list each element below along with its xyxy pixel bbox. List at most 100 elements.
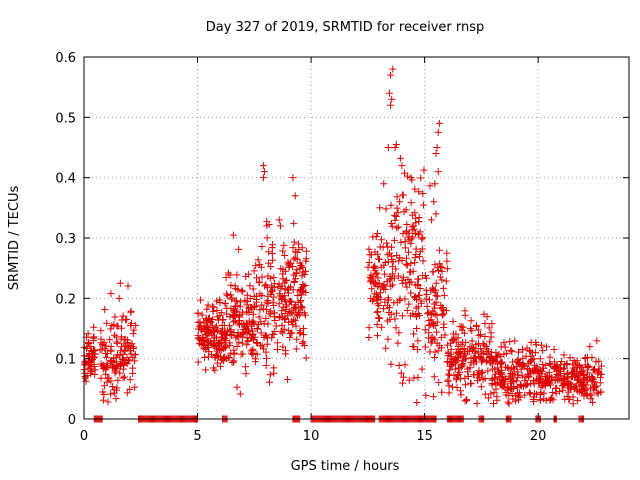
- data-point: [576, 363, 584, 371]
- data-point: [432, 298, 440, 306]
- data-point: [505, 365, 513, 373]
- data-point: [242, 319, 250, 327]
- data-point: [280, 296, 288, 304]
- data-point: [388, 243, 396, 251]
- data-point: [296, 288, 304, 296]
- x-tick-label: 10: [303, 429, 320, 444]
- data-point: [505, 400, 513, 408]
- data-point: [429, 333, 437, 341]
- data-point: [230, 358, 238, 366]
- data-point: [418, 245, 426, 253]
- data-point: [224, 354, 232, 362]
- data-point: [380, 305, 388, 313]
- data-point: [266, 378, 274, 386]
- data-point: [519, 346, 527, 354]
- data-point: [259, 174, 267, 182]
- data-point: [84, 330, 92, 338]
- data-point: [430, 300, 438, 308]
- data-point: [213, 313, 221, 321]
- data-point: [241, 328, 249, 336]
- data-point: [420, 166, 428, 174]
- data-point: [267, 307, 275, 315]
- data-point: [270, 273, 278, 281]
- data-point: [555, 366, 563, 374]
- data-point: [418, 365, 426, 373]
- data-point: [253, 325, 261, 333]
- data-point: [292, 275, 300, 283]
- data-point: [90, 346, 98, 354]
- data-point: [472, 322, 480, 330]
- data-point: [394, 209, 402, 217]
- data-point: [298, 244, 306, 252]
- data-point: [415, 291, 423, 299]
- data-point: [279, 265, 287, 273]
- data-point: [210, 327, 218, 335]
- data-point: [536, 366, 544, 374]
- data-point: [264, 299, 272, 307]
- data-point: [210, 340, 218, 348]
- data-point: [223, 327, 231, 335]
- data-point: [475, 367, 483, 375]
- data-point: [411, 293, 419, 301]
- data-point: [410, 374, 418, 382]
- data-point: [411, 254, 419, 262]
- data-point: [515, 389, 523, 397]
- data-point: [450, 335, 458, 343]
- data-point: [569, 393, 577, 401]
- data-point: [387, 282, 395, 290]
- data-point: [406, 268, 414, 276]
- data-point: [431, 286, 439, 294]
- data-point: [516, 358, 524, 366]
- data-point: [370, 280, 378, 288]
- data-point: [102, 349, 110, 357]
- data-point: [506, 338, 514, 346]
- data-points: [80, 65, 605, 423]
- data-point: [589, 384, 597, 392]
- data-point: [379, 243, 387, 251]
- data-point: [221, 300, 229, 308]
- data-point: [516, 393, 524, 401]
- data-point: [215, 342, 223, 350]
- data-point: [393, 309, 401, 317]
- data-point: [507, 346, 515, 354]
- data-point: [429, 393, 437, 401]
- data-point: [123, 354, 131, 362]
- data-point: [383, 278, 391, 286]
- data-point: [573, 387, 581, 395]
- data-point: [422, 295, 430, 303]
- data-point: [443, 257, 451, 265]
- data-point: [300, 331, 308, 339]
- data-point: [557, 361, 565, 369]
- data-point: [194, 309, 202, 317]
- data-point: [459, 323, 467, 331]
- data-point: [510, 378, 518, 386]
- data-point: [99, 396, 107, 404]
- data-point: [420, 201, 428, 209]
- data-point: [407, 199, 415, 207]
- data-point: [229, 231, 237, 239]
- data-point: [589, 398, 597, 406]
- data-point: [284, 312, 292, 320]
- data-point: [377, 236, 385, 244]
- data-point: [566, 354, 574, 362]
- data-point: [442, 307, 450, 315]
- data-point: [255, 278, 263, 286]
- data-point: [384, 144, 392, 151]
- data-point: [123, 315, 131, 323]
- data-point: [438, 388, 446, 396]
- data-point: [127, 322, 135, 330]
- data-point: [368, 297, 376, 305]
- data-point: [429, 268, 437, 276]
- data-point: [560, 380, 568, 388]
- data-point: [593, 337, 601, 345]
- data-point: [225, 322, 233, 330]
- data-point: [227, 349, 235, 357]
- data-point: [211, 366, 219, 374]
- data-point: [233, 271, 241, 279]
- data-point: [408, 211, 416, 219]
- data-point: [398, 256, 406, 264]
- data-point: [445, 371, 453, 379]
- data-point: [97, 374, 105, 382]
- data-point: [227, 326, 235, 334]
- data-point: [401, 244, 409, 252]
